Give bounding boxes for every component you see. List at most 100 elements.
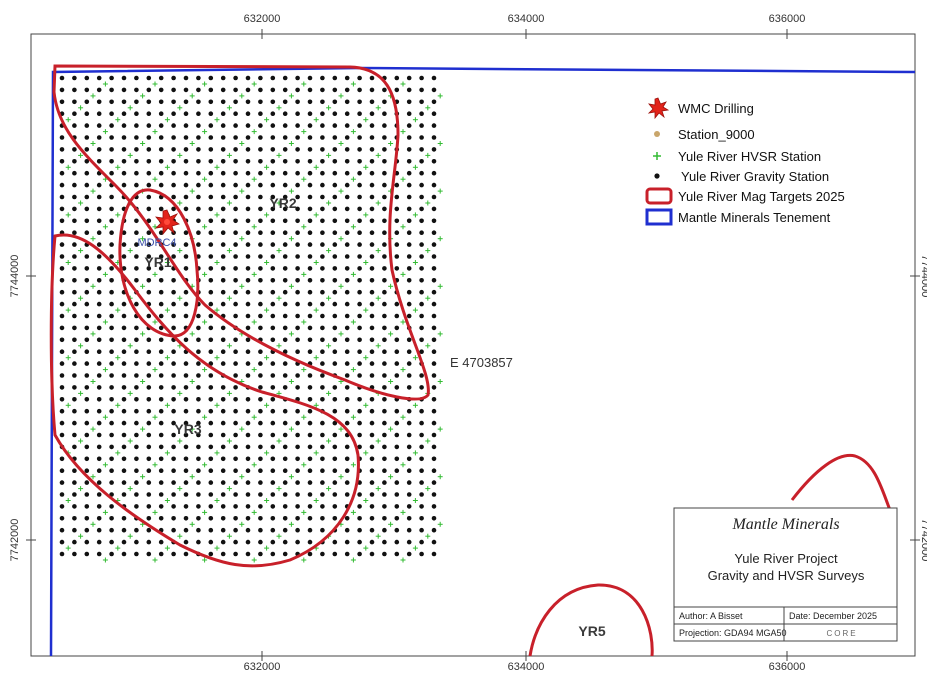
gravity-station-marker [96, 361, 102, 366]
gravity-station-marker [431, 527, 437, 533]
gravity-station-marker [59, 349, 65, 355]
gravity-station-marker [109, 408, 114, 414]
gravity-station-marker [369, 456, 375, 462]
gravity-station-marker [96, 123, 102, 128]
gravity-station-marker [406, 194, 412, 200]
gravity-station-marker [96, 218, 102, 224]
gravity-station-marker [282, 289, 288, 295]
hvsr-station-marker [301, 319, 307, 325]
hvsr-station-marker [226, 438, 232, 444]
hvsr-station-marker [164, 545, 170, 551]
gravity-station-marker [84, 206, 90, 212]
gravity-station-marker [295, 266, 300, 271]
hvsr-station-marker [140, 93, 146, 99]
gravity-station-marker [171, 254, 176, 259]
gravity-station-marker [245, 159, 251, 164]
gravity-station-marker [332, 206, 338, 212]
gravity-station-marker [258, 159, 263, 164]
gravity-station-marker [394, 385, 400, 390]
gravity-station-marker [121, 361, 127, 366]
hvsr-station-marker [425, 200, 431, 206]
gravity-station-marker [357, 361, 362, 366]
hvsr-station-marker [288, 141, 294, 146]
gravity-station-marker [121, 444, 127, 450]
gravity-station-marker [158, 159, 164, 164]
gravity-station-marker [382, 516, 387, 521]
gravity-station-marker [332, 420, 338, 426]
gravity-station-marker [245, 456, 251, 462]
gravity-station-marker [208, 242, 214, 247]
gravity-station-marker [282, 301, 288, 307]
gravity-station-marker [307, 325, 313, 331]
hvsr-station-marker [301, 224, 307, 230]
gravity-station-marker [245, 87, 251, 93]
gravity-station-marker [233, 159, 238, 164]
gravity-station-marker [146, 385, 152, 390]
gravity-station-marker [171, 397, 176, 402]
gravity-station-marker [59, 551, 65, 557]
gravity-station-marker [158, 397, 164, 402]
gravity-station-marker [431, 123, 437, 128]
gravity-station-marker [72, 75, 77, 81]
hvsr-station-marker [226, 105, 232, 111]
hvsr-station-marker [437, 141, 443, 146]
gravity-station-marker [394, 301, 400, 307]
gravity-station-marker [84, 444, 90, 450]
gravity-station-marker [72, 87, 77, 93]
hvsr-station-marker [388, 521, 394, 527]
gravity-station-marker [382, 337, 387, 343]
gravity-station-marker [171, 504, 176, 509]
gravity-station-marker [369, 147, 375, 152]
gravity-station-marker [59, 385, 65, 390]
gravity-station-marker [84, 325, 90, 331]
gravity-station-marker [84, 480, 90, 485]
gravity-station-marker [406, 301, 412, 307]
hvsr-station-marker [350, 176, 356, 182]
gravity-station-marker [245, 206, 251, 212]
gravity-station-marker [121, 313, 127, 319]
gravity-station-marker [295, 539, 300, 545]
gravity-station-marker [183, 337, 189, 343]
gravity-station-marker [121, 135, 127, 140]
gravity-station-marker [72, 313, 77, 319]
hvsr-station-marker [363, 260, 369, 265]
gravity-station-marker [394, 325, 400, 331]
gravity-station-marker [282, 313, 288, 319]
hvsr-station-marker [189, 331, 195, 337]
gravity-station-marker [171, 182, 176, 188]
gravity-station-marker [196, 206, 201, 212]
gravity-station-marker [320, 218, 325, 224]
gravity-station-marker [59, 361, 65, 366]
gravity-station-marker [109, 159, 114, 164]
hvsr-station-marker [400, 462, 406, 468]
gravity-station-marker [295, 325, 300, 331]
gravity-station-marker [233, 194, 238, 200]
hvsr-station-marker [363, 307, 369, 313]
hvsr-station-marker [102, 129, 108, 135]
gravity-station-marker [357, 266, 362, 271]
gravity-station-marker [121, 480, 127, 485]
gravity-station-marker [382, 147, 387, 152]
hvsr-station-marker [388, 141, 394, 146]
gravity-station-marker [72, 492, 77, 497]
gravity-station-marker [121, 87, 127, 93]
coordinate-note: E 4703857 [450, 355, 513, 370]
gravity-station-marker [320, 432, 325, 438]
gravity-station-marker [258, 313, 263, 319]
gravity-station-marker [233, 385, 238, 390]
hvsr-station-marker [177, 200, 183, 206]
gravity-station-marker [357, 313, 362, 319]
gravity-station-marker [406, 278, 412, 283]
hvsr-station-marker [425, 152, 431, 158]
gravity-station-marker [109, 397, 114, 402]
gravity-station-marker [258, 385, 263, 390]
hvsr-station-marker [202, 367, 208, 373]
gravity-station-marker [369, 194, 375, 200]
gravity-station-marker [134, 492, 139, 497]
gravity-station-marker [258, 230, 263, 235]
gravity-station-marker [109, 147, 114, 152]
gravity-station-marker [419, 111, 424, 116]
gravity-station-marker [282, 492, 288, 497]
gravity-station-marker [158, 480, 164, 485]
gravity-station-marker [282, 111, 288, 116]
